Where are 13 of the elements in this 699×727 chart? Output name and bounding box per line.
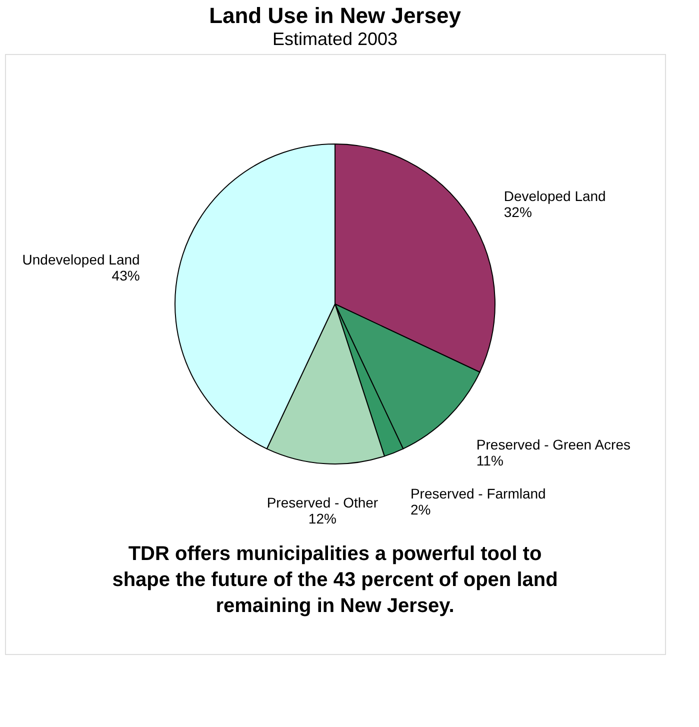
- data-label: 43%: [112, 267, 140, 284]
- data-label: 32%: [504, 204, 532, 220]
- slice-label: Preserved - Green Acres: [476, 436, 630, 452]
- data-label: 2%: [410, 502, 431, 518]
- slice-label: Preserved - Other: [266, 494, 378, 511]
- text: TDR offers municipalities a powerful tool to shape the future of the 43 percent of open land remaining in New Jersey.: [112, 543, 558, 617]
- chart-title: Land Use in New Jersey: [209, 3, 462, 28]
- slice-label: Developed Land: [504, 188, 606, 204]
- slice-label: Preserved - Farmland: [410, 486, 546, 502]
- data-label: 12%: [308, 510, 336, 527]
- slice-label: Undeveloped Land: [22, 251, 140, 268]
- chart-subtitle: Estimated 2003: [272, 29, 398, 49]
- data-label: 11%: [476, 452, 504, 468]
